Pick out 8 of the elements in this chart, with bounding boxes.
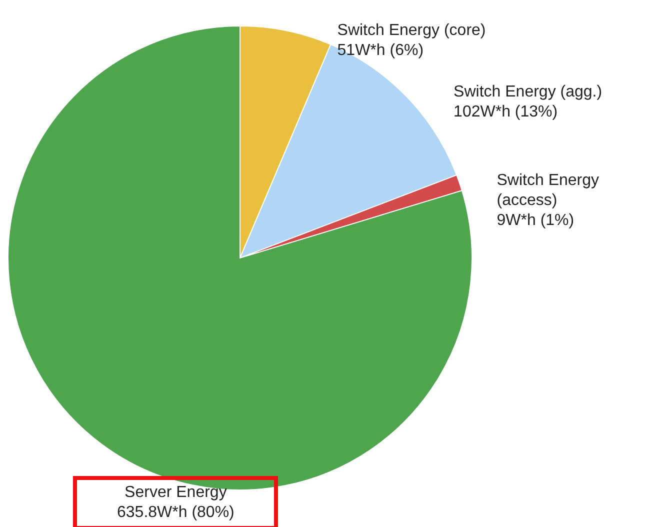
slice-label: Switch Energy (access) (496, 172, 600, 210)
data-label: 635.8W*h (80%) (116, 504, 234, 521)
data-label: 102W*h (13%) (454, 103, 558, 120)
slice-label: Switch Energy (core) (337, 22, 486, 39)
data-label: 51W*h (6%) (337, 42, 424, 59)
data-label: 9W*h (1%) (496, 212, 574, 230)
slice-label: Server Energy (124, 484, 227, 501)
slice-label: Switch Energy (agg.) (454, 83, 602, 100)
